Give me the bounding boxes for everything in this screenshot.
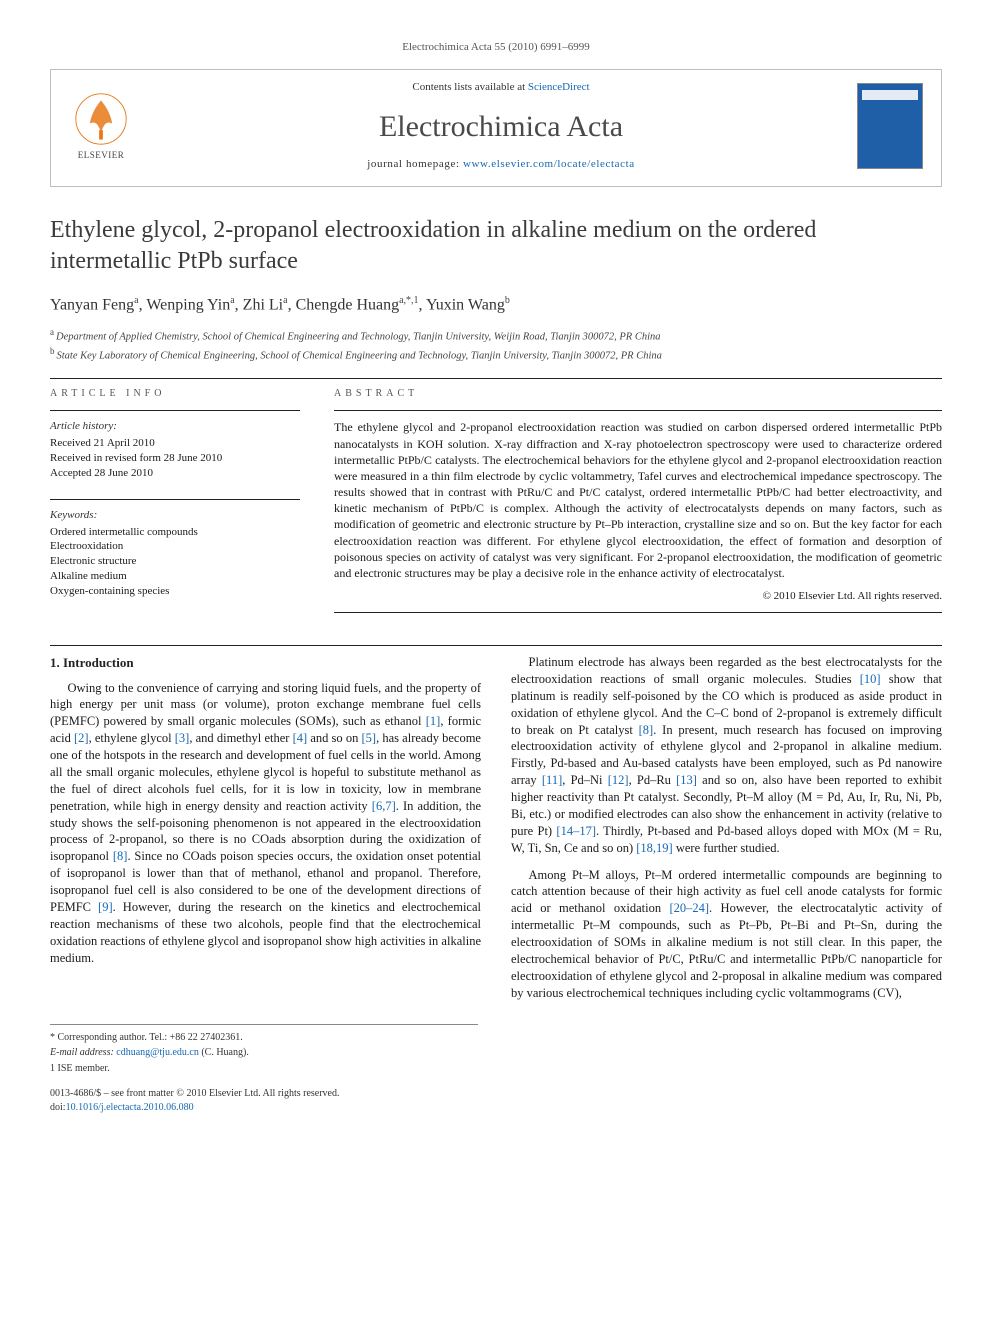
citation-link[interactable]: [12] xyxy=(608,773,629,787)
intro-para-1: Owing to the convenience of carrying and… xyxy=(50,680,481,967)
keyword: Electronic structure xyxy=(50,554,300,569)
sciencedirect-link[interactable]: ScienceDirect xyxy=(528,81,590,93)
article-title: Ethylene glycol, 2-propanol electrooxida… xyxy=(50,215,942,276)
abstract-text: The ethylene glycol and 2-propanol elect… xyxy=(334,419,942,581)
page-footer: 0013-4686/$ – see front matter © 2010 El… xyxy=(50,1087,942,1114)
affiliations: aDepartment of Applied Chemistry, School… xyxy=(50,326,942,363)
email-line: E-mail address: cdhuang@tju.edu.cn (C. H… xyxy=(50,1046,478,1060)
citation-link[interactable]: [8] xyxy=(113,849,128,863)
citation-link[interactable]: [2] xyxy=(74,731,89,745)
affiliation-line: aDepartment of Applied Chemistry, School… xyxy=(50,326,942,345)
homepage-line: journal homepage: www.elsevier.com/locat… xyxy=(157,157,845,172)
journal-cover-thumb xyxy=(857,83,923,169)
doi-link[interactable]: 10.1016/j.electacta.2010.06.080 xyxy=(66,1102,194,1113)
page-root: Electrochimica Acta 55 (2010) 6991–6999 … xyxy=(0,0,992,1154)
body-two-column: 1. Introduction Owing to the convenience… xyxy=(50,654,942,1002)
journal-homepage-link[interactable]: www.elsevier.com/locate/electacta xyxy=(463,158,635,170)
citation-link[interactable]: [8] xyxy=(639,723,654,737)
elsevier-logo: ELSEVIER xyxy=(65,87,137,165)
citation-link[interactable]: [4] xyxy=(293,731,308,745)
doi-label: doi: xyxy=(50,1102,66,1113)
section-heading-intro: 1. Introduction xyxy=(50,654,481,672)
ise-member-note: 1 ISE member. xyxy=(50,1062,478,1076)
citation-link[interactable]: [10] xyxy=(860,672,881,686)
history-line: Received 21 April 2010 xyxy=(50,436,300,451)
citation-link[interactable]: [14–17] xyxy=(556,824,596,838)
rule-abs-2 xyxy=(334,612,942,613)
citation-link[interactable]: [5] xyxy=(361,731,376,745)
history-line: Accepted 28 June 2010 xyxy=(50,466,300,481)
history-line: Received in revised form 28 June 2010 xyxy=(50,451,300,466)
elsevier-brand-text: ELSEVIER xyxy=(78,149,125,161)
keyword: Oxygen-containing species xyxy=(50,584,300,599)
article-info-column: article info Article history: Received 2… xyxy=(50,387,300,621)
homepage-prefix: journal homepage: xyxy=(367,158,463,170)
citation-link[interactable]: [11] xyxy=(542,773,562,787)
keyword: Electrooxidation xyxy=(50,539,300,554)
rule-info-2 xyxy=(50,499,300,500)
masthead-center: Contents lists available at ScienceDirec… xyxy=(157,80,845,172)
citation-link[interactable]: [18,19] xyxy=(636,841,672,855)
info-abstract-grid: article info Article history: Received 2… xyxy=(50,387,942,621)
doi-line: doi:10.1016/j.electacta.2010.06.080 xyxy=(50,1101,942,1115)
rule-info-1 xyxy=(50,410,300,411)
keywords-label: Keywords: xyxy=(50,508,300,523)
footnotes: * Corresponding author. Tel.: +86 22 274… xyxy=(50,1024,478,1076)
rule-abs-1 xyxy=(334,410,942,411)
citation-link[interactable]: [1] xyxy=(426,714,441,728)
abstract-heading: abstract xyxy=(334,387,942,401)
rule-top xyxy=(50,378,942,379)
citation-link[interactable]: [6,7] xyxy=(372,799,396,813)
keyword: Ordered intermetallic compounds xyxy=(50,525,300,540)
citation-link[interactable]: [9] xyxy=(98,900,113,914)
front-matter-line: 0013-4686/$ – see front matter © 2010 El… xyxy=(50,1087,942,1101)
affiliation-line: bState Key Laboratory of Chemical Engine… xyxy=(50,345,942,364)
article-info-heading: article info xyxy=(50,387,300,401)
contents-prefix: Contents lists available at xyxy=(412,81,527,93)
citation-link[interactable]: [20–24] xyxy=(669,901,709,915)
citation-link[interactable]: [3] xyxy=(175,731,190,745)
citation-link[interactable]: [13] xyxy=(676,773,697,787)
journal-masthead: ELSEVIER Contents lists available at Sci… xyxy=(50,69,942,187)
running-head: Electrochimica Acta 55 (2010) 6991–6999 xyxy=(50,40,942,55)
history-label: Article history: xyxy=(50,419,300,434)
email-suffix: (C. Huang). xyxy=(199,1047,249,1058)
journal-name: Electrochimica Acta xyxy=(157,107,845,148)
author-list: Yanyan Fenga, Wenping Yina, Zhi Lia, Che… xyxy=(50,294,942,316)
corr-email-link[interactable]: cdhuang@tju.edu.cn xyxy=(116,1047,199,1058)
rule-bottom xyxy=(50,645,942,646)
elsevier-tree-icon xyxy=(73,91,129,147)
article-history: Article history: Received 21 April 2010R… xyxy=(50,419,300,480)
abstract-copyright: © 2010 Elsevier Ltd. All rights reserved… xyxy=(334,589,942,604)
corresponding-author-note: * Corresponding author. Tel.: +86 22 274… xyxy=(50,1031,478,1045)
keyword: Alkaline medium xyxy=(50,569,300,584)
intro-para-2: Platinum electrode has always been regar… xyxy=(511,654,942,857)
abstract-column: abstract The ethylene glycol and 2-propa… xyxy=(334,387,942,621)
keywords-block: Keywords: Ordered intermetallic compound… xyxy=(50,508,300,599)
contents-lists-line: Contents lists available at ScienceDirec… xyxy=(157,80,845,95)
email-label: E-mail address: xyxy=(50,1047,116,1058)
intro-para-3: Among Pt–M alloys, Pt–M ordered intermet… xyxy=(511,867,942,1002)
